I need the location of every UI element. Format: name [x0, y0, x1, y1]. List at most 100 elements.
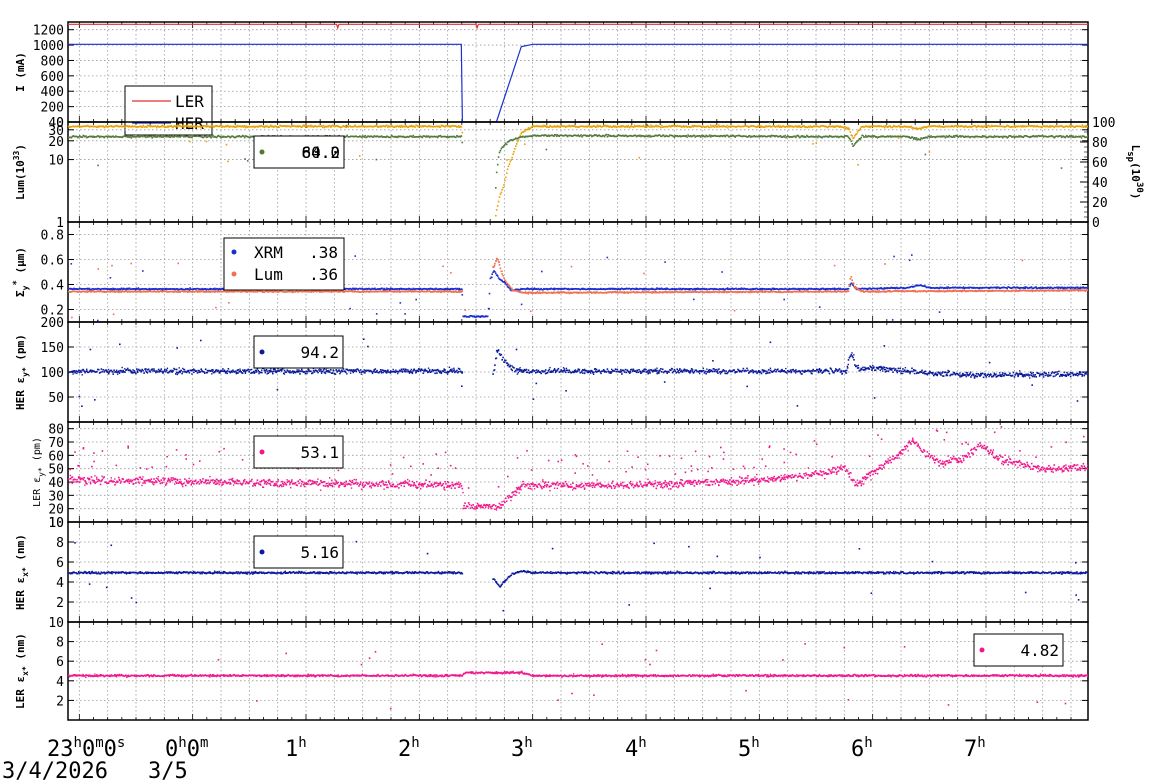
data-point [687, 134, 689, 136]
data-point [1041, 125, 1044, 128]
data-point [392, 126, 395, 128]
series-lum [68, 257, 1088, 322]
data-point [652, 135, 655, 137]
data-point [1065, 287, 1067, 290]
data-point [761, 126, 764, 128]
data-point [788, 288, 791, 290]
data-point [873, 135, 875, 137]
data-point [823, 135, 825, 138]
data-point [864, 136, 866, 138]
data-point [1069, 124, 1071, 127]
data-point [71, 290, 74, 293]
data-point [517, 139, 520, 141]
data-point [297, 126, 299, 128]
data-point [1067, 136, 1069, 138]
data-point [728, 136, 730, 138]
data-point [758, 288, 760, 291]
data-point [797, 125, 799, 127]
data-point [298, 290, 300, 293]
data-point [296, 290, 299, 293]
data-point [515, 288, 518, 291]
data-point [848, 137, 851, 140]
data-point [243, 126, 245, 128]
data-point [527, 127, 530, 129]
data-point [604, 288, 607, 290]
data-point [701, 125, 704, 128]
data-point [983, 287, 986, 289]
data-point [754, 135, 756, 138]
data-point [94, 288, 96, 290]
data-point [735, 287, 737, 290]
data-point [364, 288, 367, 290]
data-point [389, 288, 392, 290]
data-point [214, 287, 216, 290]
data-point [251, 136, 253, 138]
data-point [587, 124, 590, 127]
data-point [73, 290, 75, 293]
data-point [671, 288, 674, 290]
data-point [408, 135, 411, 138]
data-point [715, 126, 717, 128]
data-point [107, 290, 110, 293]
data-point [220, 124, 222, 127]
data-point [307, 125, 309, 127]
data-point [630, 288, 632, 291]
data-point [359, 287, 361, 290]
data-point [871, 288, 873, 290]
data-point [189, 125, 192, 127]
data-point [452, 288, 454, 290]
data-point [188, 288, 191, 291]
data-point [1000, 287, 1002, 289]
data-point [214, 291, 216, 293]
data-point [546, 288, 549, 291]
data-point [451, 124, 454, 127]
data-point [887, 287, 890, 289]
data-point [118, 136, 121, 138]
data-point [991, 125, 994, 128]
data-point [951, 286, 953, 289]
data-point [76, 290, 78, 293]
data-point [845, 126, 848, 129]
data-point [185, 135, 187, 138]
data-point [813, 136, 815, 138]
data-point [668, 135, 670, 138]
data-point [520, 132, 522, 135]
data-point [543, 135, 545, 137]
data-point [272, 125, 274, 127]
data-point [172, 136, 174, 138]
data-point [532, 134, 534, 137]
data-point [148, 287, 150, 290]
data-point [888, 287, 891, 289]
data-point [649, 126, 651, 128]
data-point [904, 125, 907, 128]
data-point [757, 135, 759, 138]
data-point [775, 125, 777, 128]
data-point [999, 287, 1001, 290]
data-point [719, 125, 722, 128]
data-point [641, 288, 644, 291]
data-point [512, 139, 514, 141]
data-point [819, 125, 822, 128]
data-point [1032, 135, 1035, 137]
data-point [971, 135, 974, 138]
data-point [952, 136, 954, 138]
data-point [449, 287, 452, 290]
data-point [79, 125, 82, 128]
data-point [1051, 125, 1054, 127]
data-point [1025, 135, 1027, 137]
data-point [889, 287, 891, 290]
data-point [795, 136, 797, 139]
data-point [910, 285, 912, 288]
data-point [1030, 125, 1032, 128]
data-point [100, 290, 103, 293]
data-point [498, 278, 501, 280]
data-point [137, 287, 140, 289]
data-point [146, 290, 148, 292]
data-point [162, 136, 164, 138]
data-point [1018, 125, 1020, 128]
y-tick-label: 800 [41, 54, 64, 69]
data-point [920, 128, 922, 130]
data-point [879, 125, 882, 127]
data-point [942, 135, 944, 138]
data-point [290, 126, 292, 128]
